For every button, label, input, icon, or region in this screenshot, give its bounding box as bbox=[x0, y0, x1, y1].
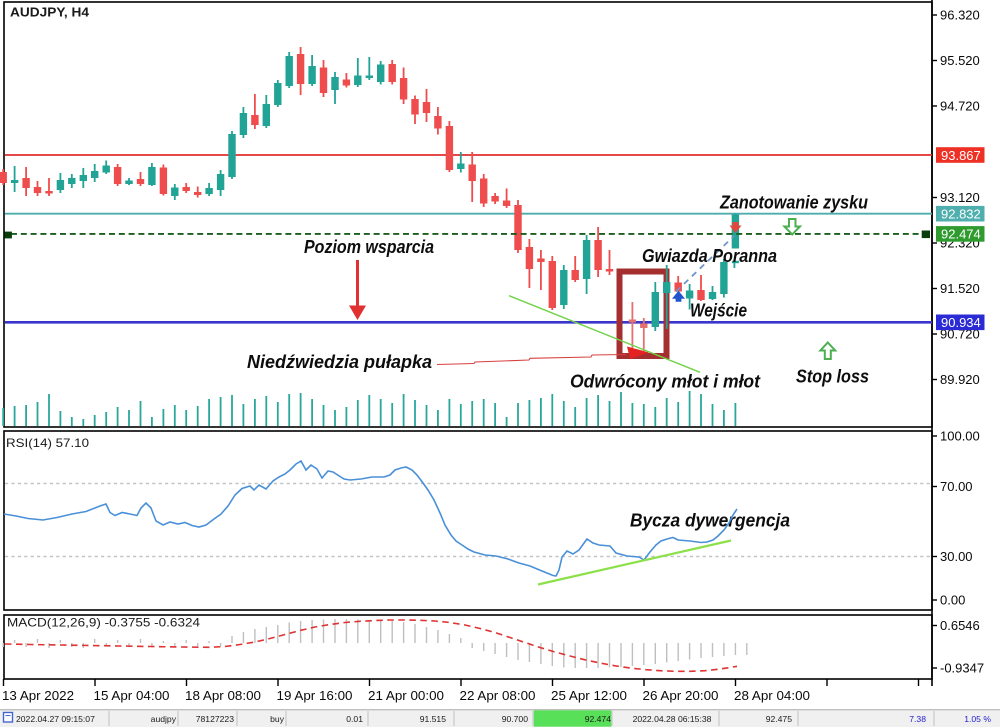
svg-text:0.00: 0.00 bbox=[940, 593, 965, 608]
svg-text:91.515: 91.515 bbox=[420, 714, 447, 724]
svg-text:Stop loss: Stop loss bbox=[796, 367, 869, 387]
svg-text:Niedźwiedzia pułapka: Niedźwiedzia pułapka bbox=[247, 352, 432, 372]
svg-text:91.520: 91.520 bbox=[940, 281, 980, 296]
svg-text:92.474: 92.474 bbox=[585, 714, 612, 724]
svg-text:28 Apr 04:00: 28 Apr 04:00 bbox=[734, 689, 810, 703]
svg-text:Poziom wsparcia: Poziom wsparcia bbox=[304, 237, 434, 257]
svg-text:100.00: 100.00 bbox=[940, 429, 980, 444]
svg-text:1.05 %: 1.05 % bbox=[964, 714, 991, 724]
svg-text:89.920: 89.920 bbox=[940, 372, 980, 387]
svg-text:0.6546: 0.6546 bbox=[940, 618, 980, 633]
svg-text:MACD(12,26,9) -0.3755 -0.6324: MACD(12,26,9) -0.3755 -0.6324 bbox=[7, 616, 200, 630]
svg-text:92.474: 92.474 bbox=[941, 227, 981, 242]
svg-text:90.720: 90.720 bbox=[940, 327, 980, 342]
svg-text:92.832: 92.832 bbox=[941, 207, 981, 222]
svg-text:21 Apr 00:00: 21 Apr 00:00 bbox=[368, 689, 444, 703]
svg-text:0.01: 0.01 bbox=[346, 714, 363, 724]
svg-text:13 Apr 2022: 13 Apr 2022 bbox=[2, 689, 74, 703]
svg-text:90.934: 90.934 bbox=[941, 315, 981, 330]
svg-text:22 Apr 08:00: 22 Apr 08:00 bbox=[460, 689, 536, 703]
svg-text:93.120: 93.120 bbox=[940, 190, 980, 205]
svg-text:Zanotowanie zysku: Zanotowanie zysku bbox=[719, 193, 868, 213]
svg-text:92.475: 92.475 bbox=[766, 714, 793, 724]
svg-text:94.720: 94.720 bbox=[940, 99, 980, 114]
svg-text:95.520: 95.520 bbox=[940, 53, 980, 68]
svg-text:AUDJPY, H4: AUDJPY, H4 bbox=[10, 5, 90, 20]
svg-text:90.700: 90.700 bbox=[502, 714, 529, 724]
svg-text:7.38: 7.38 bbox=[909, 714, 926, 724]
svg-text:Bycza dywergencja: Bycza dywergencja bbox=[630, 511, 790, 531]
svg-text:15 Apr 04:00: 15 Apr 04:00 bbox=[94, 689, 170, 703]
svg-text:18 Apr 08:00: 18 Apr 08:00 bbox=[185, 689, 261, 703]
svg-text:70.00: 70.00 bbox=[940, 479, 973, 494]
svg-text:93.867: 93.867 bbox=[941, 148, 981, 163]
svg-text:26 Apr 20:00: 26 Apr 20:00 bbox=[643, 689, 719, 703]
svg-text:Wejście: Wejście bbox=[690, 301, 747, 321]
svg-text:25 Apr 12:00: 25 Apr 12:00 bbox=[551, 689, 627, 703]
svg-text:-0.9347: -0.9347 bbox=[940, 661, 984, 676]
svg-text:Gwiazda Poranna: Gwiazda Poranna bbox=[642, 246, 777, 266]
svg-text:96.320: 96.320 bbox=[940, 8, 980, 23]
svg-text:audjpy: audjpy bbox=[151, 714, 177, 724]
svg-text:30.00: 30.00 bbox=[940, 549, 973, 564]
svg-text:RSI(14) 57.10: RSI(14) 57.10 bbox=[6, 436, 89, 450]
svg-text:19 Apr 16:00: 19 Apr 16:00 bbox=[277, 689, 353, 703]
svg-text:Odwrócony młot i młot: Odwrócony młot i młot bbox=[570, 372, 761, 392]
svg-text:78127223: 78127223 bbox=[196, 714, 234, 724]
svg-text:2022.04.27 09:15:07: 2022.04.27 09:15:07 bbox=[16, 714, 95, 724]
svg-text:buy: buy bbox=[270, 714, 285, 724]
svg-text:2022.04.28 06:15:38: 2022.04.28 06:15:38 bbox=[633, 714, 712, 724]
